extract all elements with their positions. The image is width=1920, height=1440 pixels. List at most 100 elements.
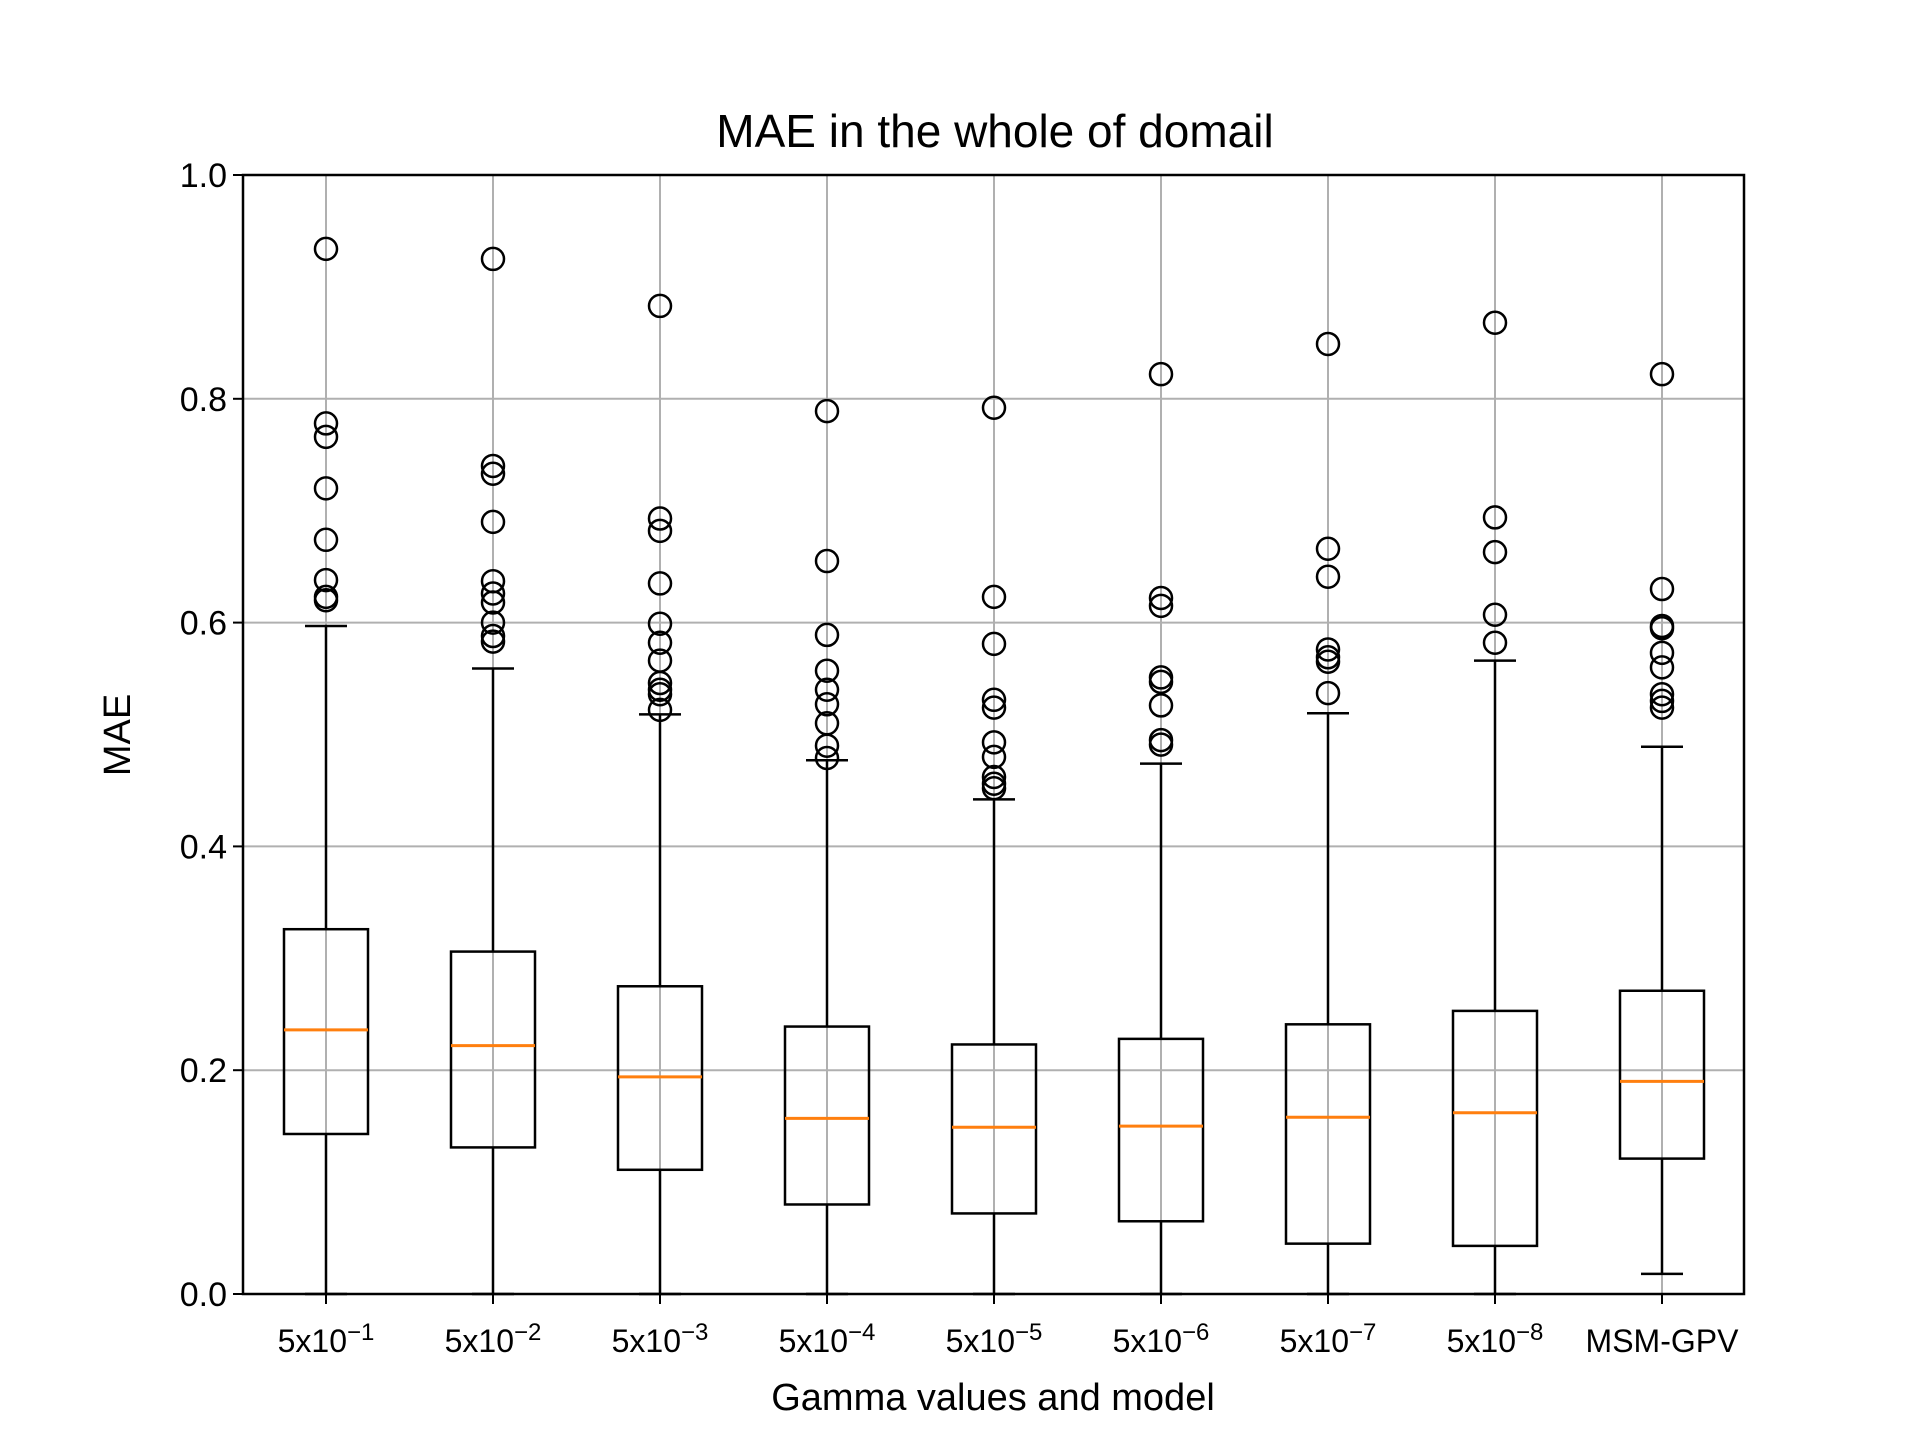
- chart-title: MAE in the whole of domail: [716, 105, 1273, 157]
- iqr-box: [449, 950, 537, 1149]
- outlier-point: [981, 744, 1007, 770]
- x-tick-label: 5x10−1: [278, 1319, 375, 1359]
- outlier-point: [647, 611, 673, 636]
- x-tick-label: MSM-GPV: [1586, 1323, 1740, 1359]
- x-axis-label: Gamma values and model: [771, 1377, 1215, 1419]
- outlier-point: [480, 461, 506, 487]
- x-tick-label: 5x10−4: [779, 1319, 876, 1359]
- outlier-point: [647, 571, 673, 596]
- outlier-point: [1148, 732, 1174, 757]
- box-group: [1618, 361, 1706, 1276]
- outlier-point: [647, 697, 673, 723]
- outlier-point: [480, 590, 506, 615]
- outlier-point: [480, 509, 506, 535]
- iqr-box: [282, 927, 370, 1136]
- outlier-point: [981, 395, 1007, 421]
- outlier-point: [1649, 695, 1675, 720]
- outlier-point: [313, 527, 339, 553]
- outlier-point: [647, 506, 673, 531]
- outlier-point: [1482, 310, 1508, 335]
- x-tick-label: 5x10−8: [1447, 1319, 1544, 1359]
- outlier-point: [1315, 649, 1341, 675]
- outlier-point: [313, 424, 339, 450]
- outlier-point: [1148, 593, 1174, 619]
- outlier-point: [647, 518, 673, 544]
- y-axis-label: MAE: [97, 694, 139, 776]
- outlier-point: [1482, 602, 1508, 628]
- iqr-box: [1284, 1023, 1372, 1245]
- outlier-point: [480, 610, 506, 635]
- y-tick-label: 1.0: [180, 157, 227, 195]
- outlier-point: [1148, 693, 1174, 718]
- x-tick-label: 5x10−6: [1113, 1319, 1210, 1359]
- x-tick-label: 5x10−3: [612, 1319, 709, 1359]
- outlier-point: [1148, 361, 1174, 387]
- outlier-point: [1482, 505, 1508, 530]
- outlier-point: [1649, 576, 1675, 602]
- box-group: [1451, 310, 1539, 1296]
- outlier-point: [1649, 615, 1675, 641]
- box-group: [449, 246, 537, 1296]
- box-group: [616, 293, 704, 1296]
- outlier-point: [480, 623, 506, 649]
- box-group: [783, 398, 871, 1296]
- x-tick-label: 5x10−7: [1280, 1319, 1377, 1359]
- outlier-point: [480, 246, 506, 272]
- iqr-box: [950, 1043, 1038, 1215]
- y-tick-label: 0.2: [180, 1052, 227, 1090]
- outlier-point: [480, 453, 506, 479]
- outlier-point: [981, 584, 1007, 610]
- outlier-point: [814, 692, 840, 717]
- outlier-point: [313, 567, 339, 593]
- box-group: [1284, 331, 1372, 1296]
- box-group: [1117, 361, 1205, 1296]
- outlier-point: [814, 677, 840, 702]
- outlier-point: [1649, 655, 1675, 680]
- outlier-point: [1315, 564, 1341, 589]
- outlier-point: [981, 695, 1007, 720]
- outlier-point: [480, 629, 506, 654]
- x-axis-ticks: 5x10−1 5x10−2 5x10−3 5x10−4 5x10−5 5x10−6 5x10…: [278, 1294, 1739, 1359]
- outlier-point: [1482, 539, 1508, 565]
- x-tick-label: 5x10−2: [445, 1319, 542, 1359]
- boxes: [282, 236, 1706, 1296]
- outlier-point: [647, 670, 673, 696]
- outlier-point: [1148, 585, 1174, 611]
- outlier-point: [1148, 669, 1174, 695]
- y-tick-label: 0.0: [180, 1276, 227, 1314]
- outlier-point: [647, 630, 673, 655]
- outlier-point: [1315, 331, 1341, 357]
- outlier-point: [1649, 688, 1675, 714]
- outlier-point: [1649, 361, 1675, 387]
- outlier-point: [313, 411, 339, 436]
- outlier-point: [981, 631, 1007, 657]
- outlier-point: [814, 622, 840, 648]
- outlier-point: [814, 398, 840, 424]
- outlier-point: [1649, 640, 1675, 666]
- box-group: [950, 395, 1038, 1296]
- outlier-point: [1315, 536, 1341, 561]
- outlier-point: [814, 658, 840, 683]
- outlier-point: [1649, 681, 1675, 707]
- iqr-box: [1117, 1037, 1205, 1223]
- outlier-point: [1315, 637, 1341, 662]
- x-tick-label: 5x10−5: [946, 1319, 1043, 1359]
- y-tick-label: 0.4: [180, 828, 227, 866]
- outlier-point: [1315, 680, 1341, 706]
- outlier-point: [814, 745, 840, 771]
- outlier-point: [981, 687, 1007, 713]
- outlier-point: [981, 764, 1007, 790]
- y-tick-label: 0.8: [180, 381, 227, 419]
- y-axis-ticks: 0.0 0.2 0.4 0.6 0.8 1.0: [180, 157, 243, 1314]
- outlier-point: [313, 236, 339, 262]
- iqr-box: [783, 1025, 871, 1206]
- outlier-point: [814, 733, 840, 758]
- outlier-point: [313, 587, 339, 613]
- iqr-box: [1618, 989, 1706, 1160]
- outlier-point: [313, 476, 339, 501]
- y-tick-label: 0.6: [180, 605, 227, 643]
- outlier-point: [814, 548, 840, 574]
- outlier-point: [480, 581, 506, 606]
- outlier-point: [647, 681, 673, 707]
